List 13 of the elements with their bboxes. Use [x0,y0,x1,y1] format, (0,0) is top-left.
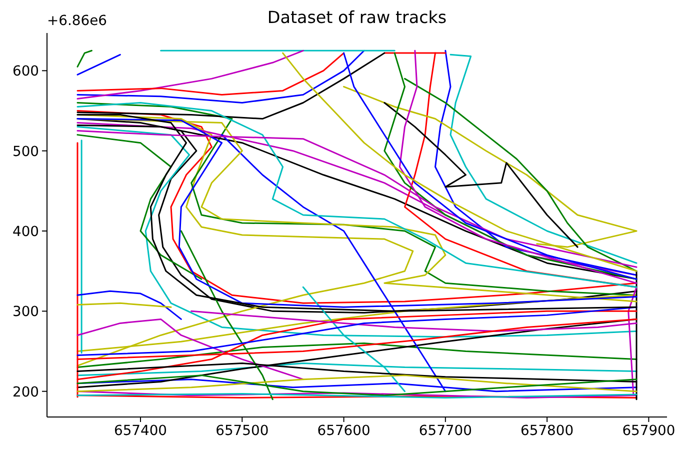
chart-title: Dataset of raw tracks [267,7,447,27]
y-tick-label: 600 [12,64,39,80]
x-tick-label: 657500 [216,422,269,439]
x-tick-label: 657600 [317,422,370,439]
y-tick-label: 200 [12,384,39,400]
y-tick-label: 400 [12,224,39,240]
x-tick-label: 657400 [114,422,168,439]
x-tick-label: 657900 [622,422,676,439]
y-tick-label: 500 [12,144,39,160]
x-tick-label: 657800 [520,422,574,439]
y-tick-label: 300 [12,304,39,320]
x-tick-label: 657700 [418,422,472,439]
text: +6.86e6 [47,13,107,29]
